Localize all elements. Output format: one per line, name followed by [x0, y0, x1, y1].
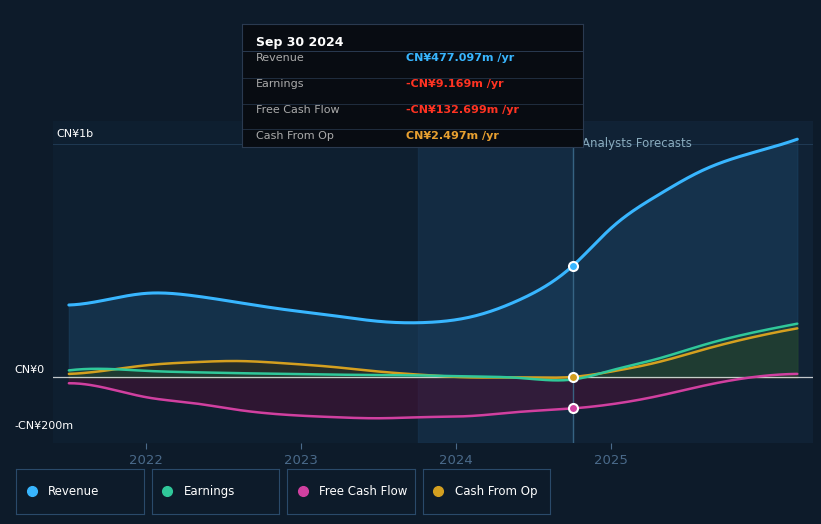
Bar	[572, 121, 813, 443]
Text: Earnings: Earnings	[184, 485, 235, 498]
Text: -CN¥200m: -CN¥200m	[15, 421, 74, 431]
Text: Free Cash Flow: Free Cash Flow	[256, 105, 339, 115]
Text: Earnings: Earnings	[256, 79, 305, 89]
Text: Revenue: Revenue	[48, 485, 99, 498]
Text: CN¥0: CN¥0	[15, 365, 44, 375]
Text: CN¥1b: CN¥1b	[57, 129, 94, 139]
Text: Sep 30 2024: Sep 30 2024	[256, 36, 343, 49]
Text: Cash From Op: Cash From Op	[256, 130, 333, 141]
Text: Past: Past	[539, 137, 563, 149]
Text: CN¥477.097m /yr: CN¥477.097m /yr	[406, 53, 514, 63]
Text: Free Cash Flow: Free Cash Flow	[319, 485, 407, 498]
Text: Analysts Forecasts: Analysts Forecasts	[582, 137, 692, 149]
Bar	[418, 121, 572, 443]
Text: -CN¥132.699m /yr: -CN¥132.699m /yr	[406, 105, 519, 115]
Text: -CN¥9.169m /yr: -CN¥9.169m /yr	[406, 79, 503, 89]
Text: Cash From Op: Cash From Op	[455, 485, 537, 498]
Text: CN¥2.497m /yr: CN¥2.497m /yr	[406, 130, 498, 141]
Text: Revenue: Revenue	[256, 53, 305, 63]
